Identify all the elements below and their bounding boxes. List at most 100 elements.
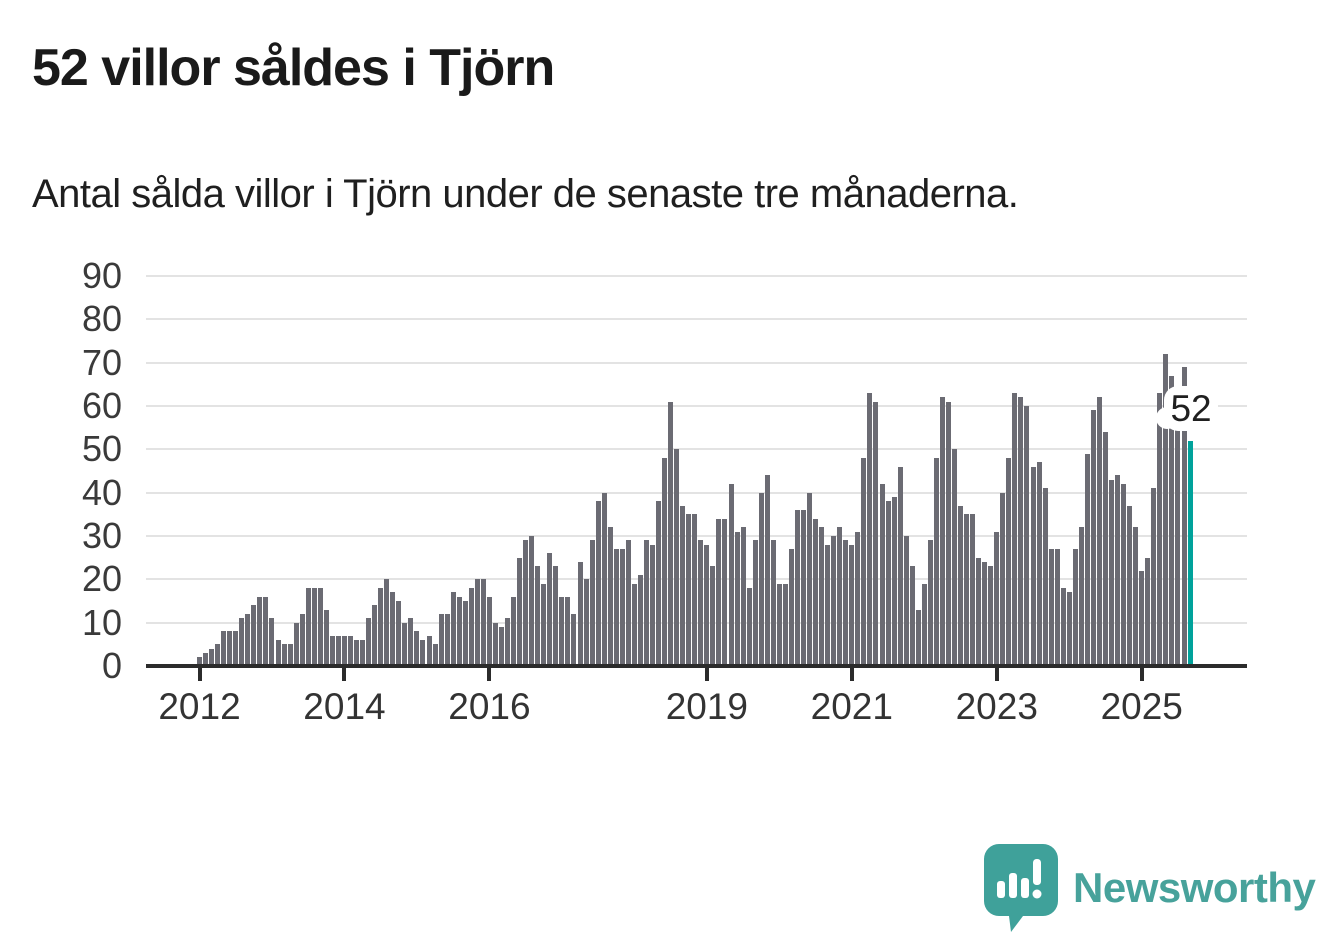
- bar: [505, 618, 511, 666]
- bar: [335, 635, 341, 666]
- bar: [945, 401, 951, 666]
- bar: [366, 618, 372, 666]
- bar: [1054, 549, 1060, 666]
- gridline: [146, 275, 1247, 277]
- bar: [837, 527, 843, 666]
- bar: [891, 497, 897, 666]
- y-axis-label: 30: [81, 515, 122, 556]
- bar: [402, 622, 408, 666]
- bar: [499, 627, 504, 666]
- bar: [305, 588, 311, 666]
- bar: [674, 449, 680, 666]
- axis-tick: [849, 668, 854, 681]
- bar: [1133, 527, 1139, 666]
- axis-tick: [197, 668, 202, 681]
- axis-tick: [342, 668, 347, 681]
- bar: [1018, 397, 1024, 666]
- bar: [348, 635, 353, 666]
- bar: [577, 562, 583, 666]
- bar: [879, 484, 885, 666]
- bar: [565, 596, 571, 666]
- bar: [807, 492, 813, 666]
- bar: [263, 596, 269, 666]
- bar: [257, 596, 263, 666]
- bar: [215, 644, 221, 666]
- bar: [384, 579, 390, 666]
- bar: [1157, 393, 1163, 666]
- bar: [595, 501, 601, 666]
- value-callout: 52: [1156, 386, 1219, 431]
- year-label: 2016: [448, 686, 531, 727]
- bar: [1048, 549, 1054, 666]
- bar: [933, 458, 939, 666]
- year-label: 2021: [810, 686, 893, 727]
- bar: [716, 518, 722, 666]
- y-axis-label: 60: [81, 385, 122, 426]
- bar: [1115, 475, 1121, 666]
- bar: [964, 514, 970, 666]
- bar: [396, 601, 402, 666]
- bar: [523, 540, 529, 666]
- bar: [613, 549, 619, 666]
- bar: [1060, 588, 1066, 666]
- bar: [571, 614, 577, 666]
- bar: [704, 544, 710, 666]
- bar: [680, 505, 686, 666]
- bar: [432, 644, 438, 666]
- bar: [541, 583, 547, 666]
- callout-label: 52: [1170, 387, 1212, 429]
- year-label: 2012: [158, 686, 241, 727]
- year-label: 2023: [955, 686, 1038, 727]
- bar: [517, 557, 523, 666]
- bar: [378, 588, 384, 666]
- bar: [486, 596, 492, 666]
- bar: [462, 601, 468, 666]
- bar: [492, 622, 498, 666]
- bar: [239, 618, 245, 666]
- bar: [903, 536, 909, 666]
- axis-tick: [487, 668, 492, 681]
- gridline: [146, 405, 1247, 407]
- bar: [233, 631, 239, 666]
- bar: [583, 579, 589, 666]
- bar: [764, 475, 770, 666]
- bar: [746, 588, 752, 666]
- chart-subtitle: Antal sålda villor i Tjörn under de sena…: [32, 172, 1019, 216]
- bar: [245, 614, 251, 666]
- bar: [952, 449, 957, 666]
- bar: [668, 401, 674, 666]
- bar: [958, 505, 964, 666]
- bar: [976, 557, 982, 666]
- bar: [547, 553, 553, 666]
- bar: [1151, 488, 1157, 666]
- bar: [855, 531, 861, 666]
- page-title: 52 villor såldes i Tjörn: [32, 39, 555, 97]
- bar: [456, 596, 462, 666]
- bar: [1127, 505, 1133, 666]
- bar: [408, 618, 414, 666]
- bar: [988, 566, 994, 666]
- bar: [197, 657, 202, 666]
- bar: [625, 540, 631, 666]
- bar: [275, 640, 281, 666]
- newsworthy-logo: Newsworthy: [983, 843, 1316, 933]
- bar: [915, 609, 921, 666]
- bar: [927, 540, 933, 666]
- bar: [692, 514, 698, 666]
- gridline: [146, 361, 1247, 364]
- bar: [734, 531, 740, 666]
- y-axis-label: 80: [81, 298, 122, 340]
- bar: [444, 614, 450, 666]
- bar: [1181, 367, 1187, 666]
- bar: [269, 618, 275, 666]
- bar: [782, 583, 788, 666]
- gridline: [146, 318, 1247, 321]
- bar: [1012, 393, 1018, 666]
- bar-chart-bubble-icon: [984, 844, 1058, 932]
- bar: [293, 622, 299, 666]
- bar: [686, 514, 692, 666]
- bar: [1030, 466, 1036, 666]
- y-axis-label: 20: [81, 558, 122, 600]
- bar: [372, 605, 378, 666]
- bar: [662, 458, 668, 666]
